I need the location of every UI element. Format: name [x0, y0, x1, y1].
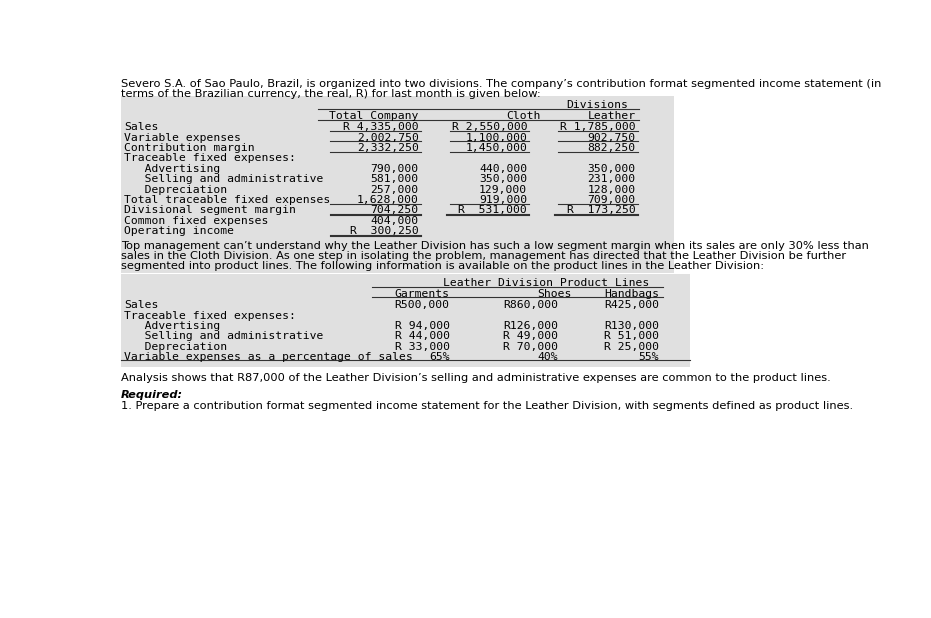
- Text: 1,450,000: 1,450,000: [466, 143, 527, 153]
- Text: R 94,000: R 94,000: [395, 321, 450, 331]
- Text: Traceable fixed expenses:: Traceable fixed expenses:: [124, 311, 296, 321]
- Text: Selling and administrative: Selling and administrative: [124, 331, 323, 341]
- Text: 65%: 65%: [429, 352, 450, 362]
- Text: Severo S.A. of Sao Paulo, Brazil, is organized into two divisions. The company’s: Severo S.A. of Sao Paulo, Brazil, is org…: [121, 78, 882, 89]
- Text: 902,750: 902,750: [587, 133, 636, 143]
- Text: R 33,000: R 33,000: [395, 342, 450, 352]
- Text: R 4,335,000: R 4,335,000: [343, 122, 419, 132]
- Text: Required:: Required:: [121, 390, 183, 400]
- Text: R126,000: R126,000: [503, 321, 558, 331]
- Text: 2,002,750: 2,002,750: [357, 133, 419, 143]
- Text: 790,000: 790,000: [371, 164, 419, 174]
- Text: 231,000: 231,000: [587, 174, 636, 184]
- Text: Leather: Leather: [587, 111, 636, 121]
- Text: Handbags: Handbags: [604, 289, 659, 299]
- Text: Common fixed expenses: Common fixed expenses: [124, 216, 268, 226]
- Text: Advertising: Advertising: [124, 164, 221, 174]
- Text: R  173,250: R 173,250: [567, 205, 636, 216]
- Text: R860,000: R860,000: [503, 300, 558, 310]
- Text: Leather Division Product Lines: Leather Division Product Lines: [443, 278, 650, 288]
- Text: Depreciation: Depreciation: [124, 185, 227, 195]
- Text: 40%: 40%: [537, 352, 558, 362]
- Text: Cloth: Cloth: [506, 111, 540, 121]
- Text: Operating income: Operating income: [124, 226, 234, 236]
- Text: Traceable fixed expenses:: Traceable fixed expenses:: [124, 153, 296, 164]
- Text: R  300,250: R 300,250: [350, 226, 419, 236]
- Text: Total traceable fixed expenses: Total traceable fixed expenses: [124, 195, 331, 205]
- Text: R425,000: R425,000: [604, 300, 659, 310]
- Text: R130,000: R130,000: [604, 321, 659, 331]
- Bar: [121, 274, 690, 367]
- Text: R 1,785,000: R 1,785,000: [560, 122, 636, 132]
- Text: 257,000: 257,000: [371, 185, 419, 195]
- Text: Advertising: Advertising: [124, 321, 221, 331]
- Text: Variable expenses: Variable expenses: [124, 133, 241, 143]
- Text: 350,000: 350,000: [479, 174, 527, 184]
- Text: R 51,000: R 51,000: [604, 331, 659, 341]
- Text: 129,000: 129,000: [479, 185, 527, 195]
- Text: 55%: 55%: [639, 352, 659, 362]
- Text: Total Company: Total Company: [330, 111, 419, 121]
- Text: 1,628,000: 1,628,000: [357, 195, 419, 205]
- Text: R  531,000: R 531,000: [458, 205, 527, 216]
- Text: Shoes: Shoes: [537, 289, 572, 299]
- Text: Top management can’t understand why the Leather Division has such a low segment : Top management can’t understand why the …: [121, 241, 869, 252]
- Text: 1. Prepare a contribution format segmented income statement for the Leather Divi: 1. Prepare a contribution format segment…: [121, 401, 853, 411]
- Text: 128,000: 128,000: [587, 185, 636, 195]
- Text: 440,000: 440,000: [479, 164, 527, 174]
- Text: Divisional segment margin: Divisional segment margin: [124, 205, 296, 216]
- Text: terms of the Brazilian currency, the real, R) for last month is given below:: terms of the Brazilian currency, the rea…: [121, 89, 541, 99]
- Text: R500,000: R500,000: [395, 300, 450, 310]
- Text: 2,332,250: 2,332,250: [357, 143, 419, 153]
- Text: Garments: Garments: [395, 289, 450, 299]
- Text: 882,250: 882,250: [587, 143, 636, 153]
- Bar: [121, 96, 674, 273]
- Text: Variable expenses as a percentage of sales: Variable expenses as a percentage of sal…: [124, 352, 412, 362]
- Text: Sales: Sales: [124, 300, 158, 310]
- Text: 350,000: 350,000: [587, 164, 636, 174]
- Text: R 2,550,000: R 2,550,000: [452, 122, 527, 132]
- Text: Depreciation: Depreciation: [124, 342, 227, 352]
- Text: Divisions: Divisions: [566, 100, 627, 111]
- Text: sales in the Cloth Division. As one step in isolating the problem, management ha: sales in the Cloth Division. As one step…: [121, 252, 846, 261]
- Text: 1,100,000: 1,100,000: [466, 133, 527, 143]
- Text: 709,000: 709,000: [587, 195, 636, 205]
- Text: segmented into product lines. The following information is available on the prod: segmented into product lines. The follow…: [121, 261, 764, 271]
- Text: Contribution margin: Contribution margin: [124, 143, 255, 153]
- Text: 919,000: 919,000: [479, 195, 527, 205]
- Text: R 70,000: R 70,000: [503, 342, 558, 352]
- Text: Sales: Sales: [124, 122, 158, 132]
- Text: R 49,000: R 49,000: [503, 331, 558, 341]
- Text: 404,000: 404,000: [371, 216, 419, 226]
- Text: Selling and administrative: Selling and administrative: [124, 174, 323, 184]
- Text: R 44,000: R 44,000: [395, 331, 450, 341]
- Text: R 25,000: R 25,000: [604, 342, 659, 352]
- Text: 581,000: 581,000: [371, 174, 419, 184]
- Text: 704,250: 704,250: [371, 205, 419, 216]
- Text: Analysis shows that R87,000 of the Leather Division’s selling and administrative: Analysis shows that R87,000 of the Leath…: [121, 373, 830, 383]
